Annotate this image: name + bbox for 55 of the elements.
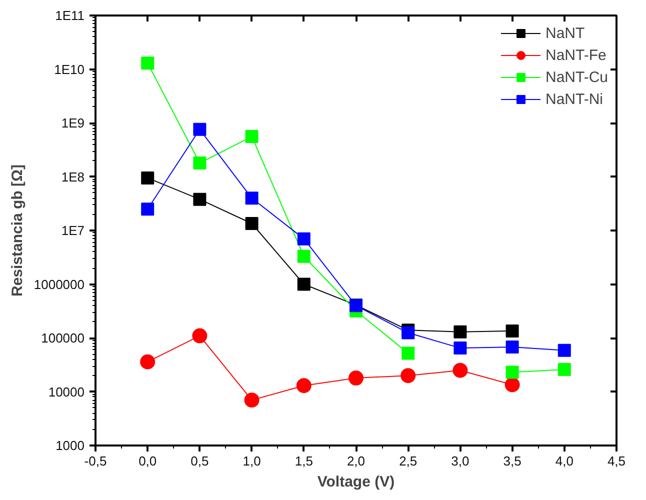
point	[558, 362, 571, 376]
y-tick-label: 1E7	[61, 223, 85, 238]
point	[506, 366, 519, 379]
point	[141, 171, 154, 184]
point	[141, 56, 154, 70]
y-tick-label: 1E9	[61, 116, 85, 130]
point	[558, 344, 571, 357]
point	[454, 342, 467, 355]
y-tick-label: 1E8	[61, 169, 85, 184]
point	[296, 378, 312, 394]
y-tick-label: 1E10	[54, 62, 85, 77]
y-tick-label: 100000	[41, 330, 85, 346]
x-tick-label: 2,0	[346, 454, 366, 468]
x-tick-label: 0,0	[138, 454, 157, 468]
legend-label: NaNT-Cu	[545, 68, 608, 86]
point	[297, 232, 310, 246]
point	[297, 278, 310, 291]
x-tick-label: 4,5	[607, 454, 626, 468]
point	[245, 216, 258, 230]
point	[192, 328, 208, 344]
y-axis-title: Resistancia gb [Ω]	[8, 164, 26, 297]
point	[141, 202, 154, 216]
x-tick-label: 3,5	[503, 454, 522, 468]
point	[244, 392, 260, 408]
y-tick-label: 1000000	[34, 276, 85, 292]
point	[193, 192, 206, 206]
x-tick-label: 1,5	[294, 454, 313, 468]
point	[506, 340, 519, 354]
point	[193, 156, 206, 170]
x-tick-label: 1,0	[242, 454, 261, 468]
x-axis-title: Voltage (V)	[317, 474, 395, 490]
point	[506, 324, 519, 338]
point	[193, 122, 206, 136]
point	[245, 192, 258, 205]
y-tick-label: 10000	[48, 384, 85, 400]
point	[400, 368, 416, 384]
x-tick-label: 4,0	[555, 454, 574, 468]
y-tick-label: 1E11	[55, 8, 85, 23]
legend-label: NaNT	[545, 24, 585, 42]
point	[297, 250, 310, 263]
x-tick-label: -0,5	[84, 454, 107, 468]
point	[504, 377, 520, 392]
legend-label: NaNT-Fe	[545, 46, 606, 64]
point	[140, 354, 156, 370]
x-tick-label: 2,5	[399, 454, 418, 468]
point	[454, 325, 467, 338]
legend-label: NaNT-Ni	[545, 90, 603, 108]
x-tick-label: 0,5	[190, 454, 209, 468]
point	[348, 370, 364, 386]
point	[402, 326, 415, 340]
x-tick-label: 3,0	[451, 454, 470, 468]
point	[245, 130, 258, 144]
y-tick-label: 1000	[56, 438, 84, 453]
point	[452, 362, 468, 378]
point	[402, 346, 415, 360]
